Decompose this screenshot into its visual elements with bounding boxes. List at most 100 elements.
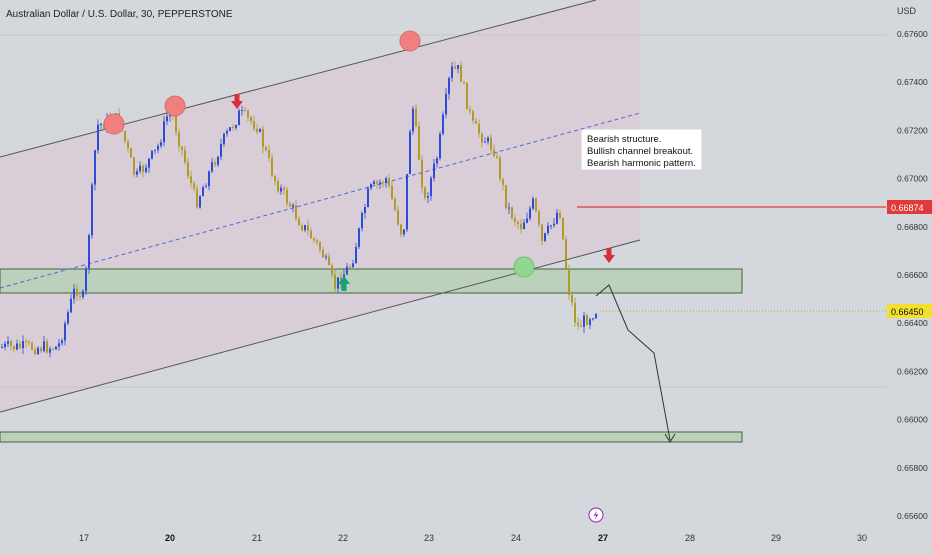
swing-high-marker-1[interactable] <box>103 113 125 135</box>
candle-body <box>583 315 585 327</box>
up-arrow-icon[interactable] <box>338 276 350 291</box>
down-arrow-icon[interactable] <box>603 248 615 263</box>
candle-body <box>19 343 21 349</box>
candle-body <box>364 207 366 214</box>
time-axis[interactable]: 17 20 21 22 23 24 27 28 29 30 <box>79 533 867 543</box>
resistance-trendline[interactable] <box>0 0 597 158</box>
candle-body <box>193 183 195 189</box>
candle-body <box>445 93 447 115</box>
time-tick-label: 24 <box>511 533 521 543</box>
candle-body <box>214 162 216 165</box>
candle-body <box>592 318 594 320</box>
candle-body <box>127 141 129 149</box>
lightning-event-icon[interactable] <box>588 507 604 523</box>
candle-body <box>232 127 234 129</box>
candle-body <box>382 182 384 184</box>
candle-body <box>562 217 564 240</box>
candle-body <box>217 156 219 165</box>
time-tick-label: 17 <box>79 533 89 543</box>
candle-body <box>385 178 387 184</box>
swing-high-marker-2[interactable] <box>164 95 186 117</box>
candle-body <box>466 82 468 110</box>
swing-high-marker-3[interactable] <box>399 30 421 52</box>
candle-body <box>328 256 330 265</box>
candle-body <box>388 178 390 186</box>
candle-body <box>259 129 261 132</box>
candle-body <box>454 66 456 69</box>
candle-body <box>325 256 327 258</box>
candle-body <box>43 341 45 352</box>
candle-body <box>283 187 285 190</box>
price-tick-label: 0.65600 <box>897 511 928 521</box>
candle-body <box>421 159 423 188</box>
candle-body <box>301 225 303 231</box>
candle-body <box>61 340 63 344</box>
time-tick-label: 20 <box>165 533 175 543</box>
time-tick-label: 29 <box>771 533 781 543</box>
candle-body <box>580 325 582 327</box>
price-tick-label: 0.66800 <box>897 222 928 232</box>
candle-body <box>505 184 507 209</box>
candle-body <box>220 144 222 157</box>
breakout-marker[interactable] <box>513 256 535 278</box>
candle-body <box>490 137 492 150</box>
candle-body <box>304 225 306 231</box>
price-tick-label: 0.67200 <box>897 125 928 135</box>
candle-body <box>397 210 399 225</box>
candle-body <box>271 157 273 176</box>
channel-midline[interactable] <box>0 112 641 289</box>
candle-body <box>418 126 420 160</box>
candle-body <box>256 128 258 132</box>
annotation-line-1: Bearish structure. <box>587 134 661 145</box>
candle-body <box>541 224 543 241</box>
candle-body <box>292 205 294 207</box>
candle-body <box>430 178 432 197</box>
candle-body <box>403 229 405 235</box>
candle-body <box>493 149 495 156</box>
candle-body <box>133 157 135 175</box>
candle-body <box>514 218 516 222</box>
candle-body <box>85 268 87 292</box>
candle-body <box>244 109 246 111</box>
candle-body <box>544 233 546 241</box>
demand-zone-upper[interactable] <box>0 268 743 294</box>
candle-body <box>322 249 324 258</box>
candle-body <box>52 348 54 350</box>
candle-body <box>274 175 276 182</box>
candle-body <box>358 228 360 247</box>
candle-body <box>28 341 30 343</box>
projection-path[interactable] <box>595 284 671 441</box>
candle-body <box>499 157 501 180</box>
price-axis-background <box>886 0 932 550</box>
candle-body <box>241 109 243 111</box>
candle-body <box>67 312 69 324</box>
candle-body <box>1 347 3 349</box>
candle-body <box>100 123 102 125</box>
candle-body <box>442 114 444 134</box>
candle-body <box>316 240 318 243</box>
candle-body <box>82 291 84 297</box>
candle-body <box>37 347 39 355</box>
candle-body <box>484 141 486 143</box>
candle-body <box>184 149 186 163</box>
candle-body <box>139 165 141 172</box>
candle-body <box>496 155 498 158</box>
candle-body <box>535 198 537 212</box>
price-tick-label: 0.66600 <box>897 270 928 280</box>
currency-label: USD <box>897 6 917 16</box>
candle-body <box>238 110 240 126</box>
candle-body <box>556 212 558 224</box>
candle-body <box>70 298 72 313</box>
candle-body <box>307 225 309 231</box>
down-arrow-icon[interactable] <box>231 94 243 109</box>
time-tick-label: 27 <box>598 533 608 543</box>
candle-body <box>334 274 336 289</box>
demand-zone-lower[interactable] <box>0 431 743 443</box>
candle-body <box>460 65 462 82</box>
candle-body <box>40 347 42 352</box>
candle-body <box>475 120 477 124</box>
annotation-box[interactable]: Bearish structure. Bullish channel break… <box>581 129 702 170</box>
price-axis[interactable]: 0.67600 0.67400 0.67200 0.67000 0.66800 0.666… <box>897 29 928 521</box>
